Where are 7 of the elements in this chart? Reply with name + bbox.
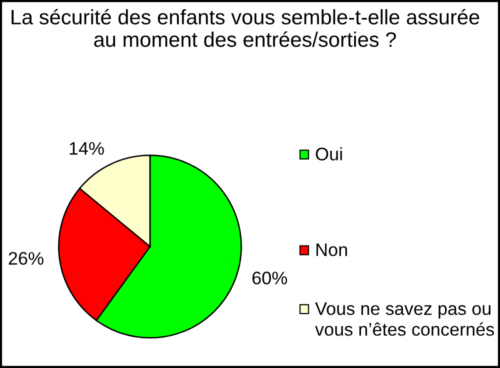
legend-label: Vous ne savez pas ou vous n’êtes concernés: [315, 302, 494, 336]
legend-label: Non: [316, 244, 347, 256]
data-label: 60%: [252, 272, 288, 284]
chart-title: La sécurité des enfants vous semble-t-elle assurée au moment des entrées/sorties ?: [12, 8, 480, 47]
legend-label: Oui: [316, 147, 342, 160]
data-label: 26%: [8, 252, 44, 265]
data-label: 14%: [70, 142, 104, 155]
